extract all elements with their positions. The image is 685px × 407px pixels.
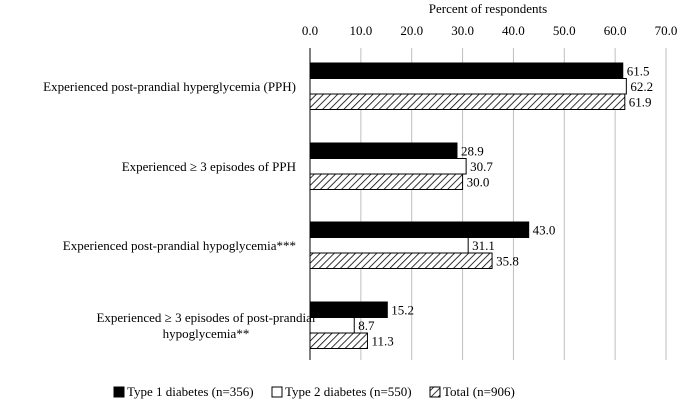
x-tick-label: 70.0 [655, 23, 678, 38]
bar [309, 173, 464, 190]
data-label: 61.9 [629, 94, 652, 109]
category-label: Experienced post-prandial hypoglycemia**… [63, 238, 296, 253]
x-tick-label: 40.0 [502, 23, 525, 38]
data-label: 35.8 [496, 253, 519, 268]
legend-swatch [271, 386, 283, 398]
x-tick-label: 50.0 [553, 23, 576, 38]
data-label: 61.5 [627, 63, 650, 78]
bar [309, 142, 458, 159]
data-label: 11.3 [371, 333, 393, 348]
x-axis-title: Percent of respondents [429, 1, 547, 16]
bars: 61.562.261.9 28.930.730.0 43.0 31.135.8 15.2… [309, 62, 653, 349]
category-label: Experienced ≥ 3 episodes of post-prandia… [96, 310, 315, 325]
legend-swatch [429, 386, 441, 398]
bar [309, 93, 626, 110]
legend-label: Total (n=906) [443, 384, 515, 399]
legend-swatch [113, 386, 125, 398]
x-tick-label: 0.0 [302, 23, 318, 38]
data-label: 62.2 [630, 79, 653, 94]
bar [309, 221, 530, 238]
data-label: 28.9 [461, 143, 484, 158]
bar [309, 62, 624, 79]
x-tick-label: 30.0 [451, 23, 474, 38]
bar [309, 237, 469, 254]
data-label: 43.0 [533, 222, 556, 237]
x-tick-label: 20.0 [400, 23, 423, 38]
legend-label: Type 1 diabetes (n=356) [127, 384, 254, 399]
bar [309, 158, 467, 175]
data-label: 15.2 [391, 302, 414, 317]
x-tick-labels: 0.0 10.0 20.0 30.0 40.0 50.0 60.0 70.0 [302, 23, 678, 38]
data-label: 30.0 [467, 174, 490, 189]
category-label: Experienced ≥ 3 episodes of PPH [122, 159, 296, 174]
bar [309, 332, 368, 349]
x-tick-label: 10.0 [349, 23, 372, 38]
category-label: Experienced post-prandial hyperglycemia … [43, 79, 296, 94]
bar [309, 252, 493, 269]
x-tick-label: 60.0 [604, 23, 627, 38]
bar [309, 301, 388, 318]
data-label: 31.1 [472, 238, 495, 253]
data-label: 30.7 [470, 159, 493, 174]
category-labels: Experienced post-prandial hyperglycemia … [43, 79, 316, 341]
data-label: 8.7 [358, 318, 375, 333]
bar [309, 78, 627, 95]
legend-label: Type 2 diabetes (n=550) [285, 384, 412, 399]
legend: Type 1 diabetes (n=356) Type 2 diabetes (… [113, 384, 515, 399]
category-label: hypoglycemia** [163, 326, 250, 341]
bar [309, 317, 355, 334]
